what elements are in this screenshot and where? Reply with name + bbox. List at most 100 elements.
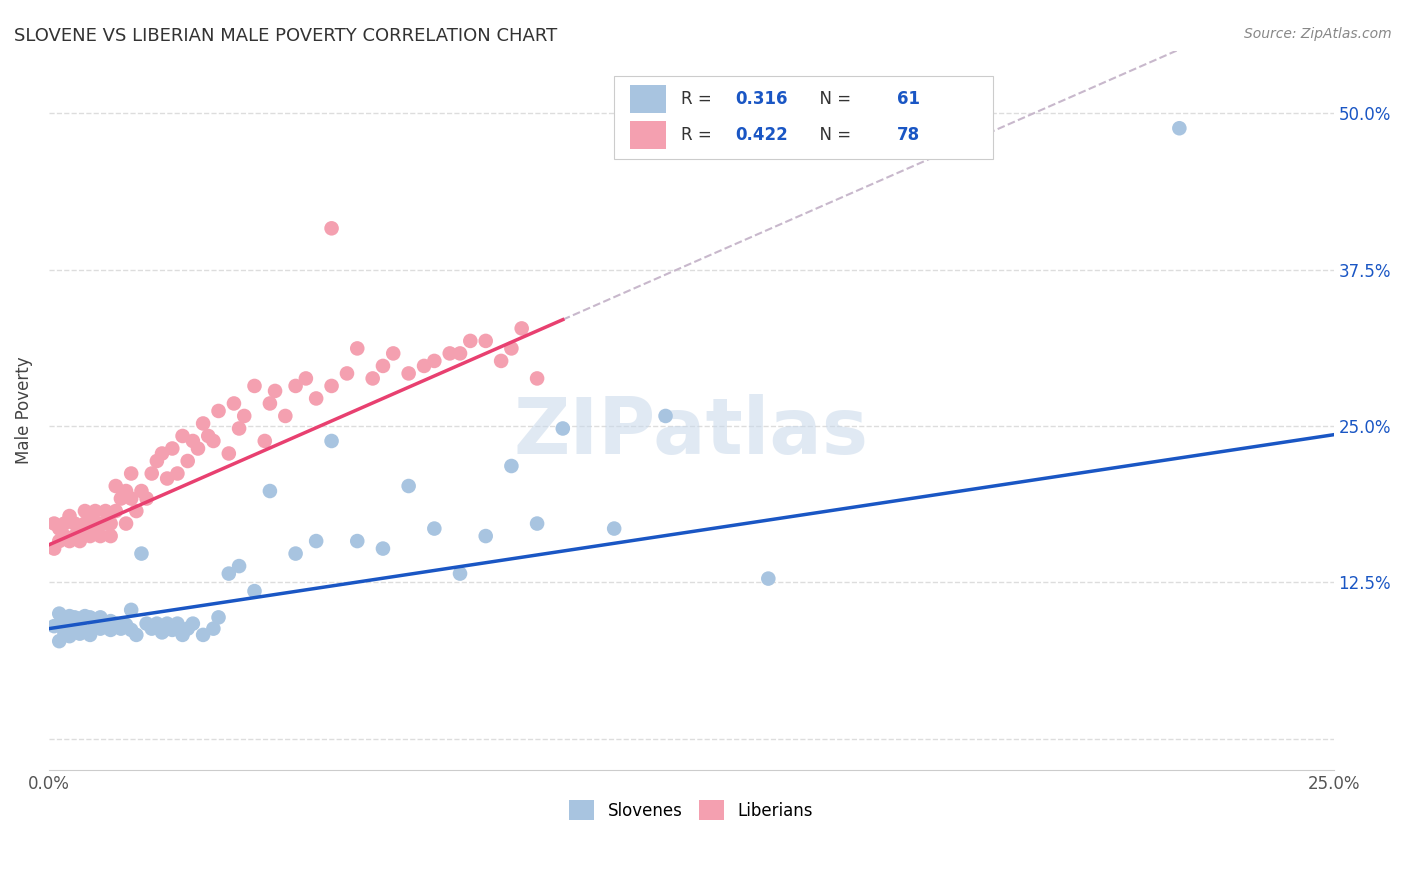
FancyBboxPatch shape: [614, 76, 993, 159]
Point: [413, 359, 436, 373]
Point: [398, 367, 420, 381]
Text: 61: 61: [897, 90, 920, 108]
Point: [181, 434, 204, 448]
Point: [305, 392, 328, 406]
Point: [58, 534, 80, 549]
Text: Source: ZipAtlas.com: Source: ZipAtlas.com: [1244, 27, 1392, 41]
Point: [156, 616, 179, 631]
Point: [89, 610, 111, 624]
Point: [48, 634, 70, 648]
Point: [166, 616, 188, 631]
Point: [79, 628, 101, 642]
Point: [181, 616, 204, 631]
Point: [284, 547, 307, 561]
Point: [449, 566, 471, 581]
Point: [89, 622, 111, 636]
Point: [551, 421, 574, 435]
Text: N =: N =: [810, 90, 856, 108]
Point: [73, 624, 96, 639]
Point: [115, 483, 138, 498]
Point: [53, 625, 76, 640]
Point: [458, 334, 481, 348]
Point: [371, 359, 394, 373]
Point: [94, 615, 117, 630]
Point: [197, 429, 219, 443]
Point: [191, 417, 214, 431]
Point: [146, 454, 169, 468]
Point: [321, 434, 343, 448]
Point: [48, 607, 70, 621]
Point: [233, 409, 256, 423]
Point: [172, 429, 194, 443]
Point: [100, 614, 122, 628]
Point: [321, 379, 343, 393]
Point: [100, 529, 122, 543]
Point: [63, 610, 86, 624]
Point: [89, 516, 111, 531]
Point: [84, 616, 107, 631]
Point: [654, 409, 676, 423]
Point: [100, 623, 122, 637]
Point: [73, 504, 96, 518]
Point: [756, 572, 779, 586]
Point: [94, 504, 117, 518]
Point: [141, 622, 163, 636]
Point: [526, 371, 548, 385]
Point: [336, 367, 359, 381]
Text: 0.422: 0.422: [735, 126, 787, 144]
Point: [69, 626, 91, 640]
Point: [177, 454, 200, 468]
Point: [156, 471, 179, 485]
Point: [84, 522, 107, 536]
Point: [141, 467, 163, 481]
Point: [243, 379, 266, 393]
Point: [423, 522, 446, 536]
Point: [166, 467, 188, 481]
Text: 78: 78: [897, 126, 920, 144]
Point: [69, 612, 91, 626]
Point: [135, 616, 157, 631]
Point: [321, 221, 343, 235]
Point: [259, 396, 281, 410]
Point: [58, 609, 80, 624]
Text: R =: R =: [681, 126, 717, 144]
Point: [346, 342, 368, 356]
Point: [501, 458, 523, 473]
Point: [120, 491, 142, 506]
Point: [274, 409, 297, 423]
Point: [264, 384, 287, 398]
Point: [346, 534, 368, 549]
Point: [79, 509, 101, 524]
Point: [218, 566, 240, 581]
Point: [63, 622, 86, 636]
Point: [259, 483, 281, 498]
Point: [79, 610, 101, 624]
Point: [110, 491, 132, 506]
Point: [474, 334, 496, 348]
Point: [94, 516, 117, 531]
Point: [474, 529, 496, 543]
Point: [295, 371, 318, 385]
Point: [73, 609, 96, 624]
Point: [48, 522, 70, 536]
Point: [510, 321, 533, 335]
Point: [489, 354, 512, 368]
Point: [42, 541, 65, 556]
Point: [218, 446, 240, 460]
Point: [84, 504, 107, 518]
Point: [371, 541, 394, 556]
Point: [63, 529, 86, 543]
Text: SLOVENE VS LIBERIAN MALE POVERTY CORRELATION CHART: SLOVENE VS LIBERIAN MALE POVERTY CORRELA…: [14, 27, 557, 45]
Point: [423, 354, 446, 368]
Point: [131, 483, 153, 498]
Point: [53, 516, 76, 531]
Point: [603, 522, 626, 536]
Point: [58, 629, 80, 643]
Point: [228, 421, 250, 435]
Y-axis label: Male Poverty: Male Poverty: [15, 357, 32, 464]
Point: [222, 396, 245, 410]
Point: [150, 625, 173, 640]
Point: [202, 434, 225, 448]
Point: [228, 559, 250, 574]
Point: [501, 342, 523, 356]
